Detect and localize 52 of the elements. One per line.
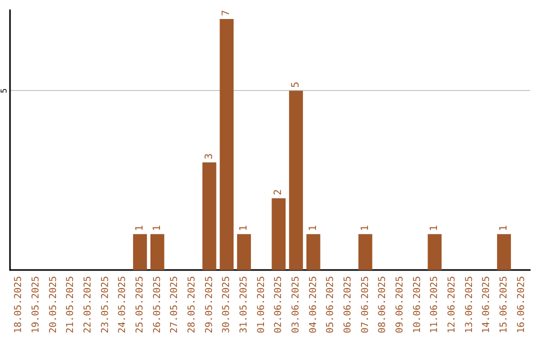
x-tick-label: 29.05.2025 [204,276,215,334]
data-label: 1 [429,225,440,232]
x-tick-label: 12.06.2025 [446,276,458,334]
data-label: 1 [360,225,371,232]
x-tick-label: 19.05.2025 [30,276,42,334]
x-tick-label: 22.05.2025 [82,276,94,334]
bar [428,234,442,270]
data-label: 1 [498,225,510,232]
x-tick-label: 31.05.2025 [238,276,250,334]
x-tick-label: 10.06.2025 [412,276,423,334]
x-tick-label: 25.05.2025 [134,276,146,334]
bar [237,234,251,270]
x-tick-label: 04.06.2025 [308,276,319,334]
x-tick-label: 06.06.2025 [342,276,354,334]
x-tick-label: 03.06.2025 [290,276,302,334]
data-label: 1 [152,225,163,232]
bar [358,234,372,270]
x-tick-label: 16.06.2025 [516,276,527,334]
bar [202,162,216,270]
x-tick-label: 30.05.2025 [221,276,232,334]
bar [150,234,164,270]
bar [133,234,147,270]
bar [289,90,303,270]
data-label: 1 [238,225,250,232]
x-tick-label: 05.06.2025 [325,276,336,334]
x-tick-label: 01.06.2025 [256,276,267,334]
bar [306,234,320,270]
data-label: 7 [221,10,232,16]
bar [497,234,511,270]
x-tick-label: 02.06.2025 [273,276,284,334]
data-label: 1 [308,225,319,232]
x-tick-label: 18.05.2025 [13,276,24,334]
bar [220,18,234,270]
data-label: 3 [204,153,215,160]
data-label: 2 [273,189,284,196]
x-tick-label: 09.06.2025 [394,276,406,334]
x-tick-label: 27.05.2025 [169,276,180,334]
x-tick-label: 21.05.2025 [65,276,76,334]
data-label: 5 [290,82,302,88]
data-label: 1 [134,225,146,232]
x-tick-label: 23.05.2025 [100,276,111,334]
x-tick-label: 28.05.2025 [186,276,198,334]
x-tick-label: 13.06.2025 [464,276,475,334]
x-tick-label: 20.05.2025 [48,276,59,334]
bar [272,198,286,270]
x-tick-label: 07.06.2025 [360,276,371,334]
x-tick-label: 26.05.2025 [152,276,163,334]
x-tick-label: 15.06.2025 [498,276,510,334]
x-tick-label: 08.06.2025 [377,276,388,334]
x-tick-label: 14.06.2025 [481,276,492,334]
x-tick-label: 24.05.2025 [117,276,128,334]
x-tick-label: 11.06.2025 [429,276,440,334]
